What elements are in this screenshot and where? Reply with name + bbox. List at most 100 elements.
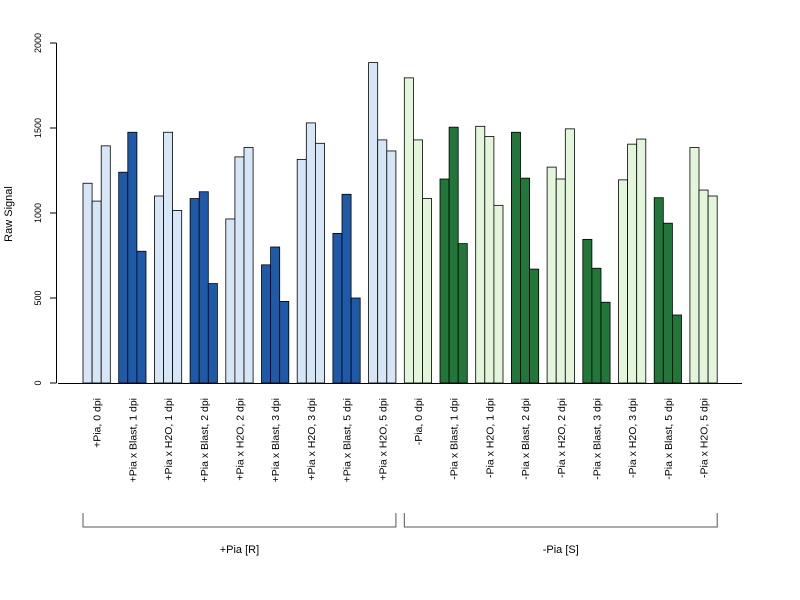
bars <box>82 62 718 384</box>
category-bars <box>582 238 611 384</box>
bar <box>520 177 531 384</box>
bar <box>636 138 647 384</box>
category-label: +Pia x Blast, 3 dpi <box>270 398 282 482</box>
category-label: -Pia x H2O, 3 dpi <box>627 398 639 478</box>
category-label: -Pia x H2O, 1 dpi <box>484 398 496 478</box>
bar <box>672 314 682 384</box>
category-label: +Pia x Blast, 5 dpi <box>342 398 354 482</box>
bar <box>189 198 200 384</box>
category-bars <box>225 147 254 384</box>
bar <box>493 204 504 384</box>
bar <box>172 210 183 384</box>
category-bars <box>332 193 361 384</box>
bar <box>618 179 629 384</box>
category-bars <box>653 197 682 384</box>
group-bracket <box>403 513 718 528</box>
bar <box>422 198 433 384</box>
bar <box>118 171 129 384</box>
y-tick-label: 1000 <box>33 203 43 223</box>
bar <box>163 131 174 384</box>
bar <box>91 200 102 384</box>
bar <box>627 143 638 384</box>
bar <box>136 250 147 384</box>
bar <box>591 267 602 384</box>
bar <box>153 195 164 384</box>
category-bars <box>368 62 397 384</box>
bar <box>555 178 566 384</box>
bar <box>564 128 575 384</box>
category-label: +Pia x H2O, 3 dpi <box>306 398 318 481</box>
category-label: +Pia x H2O, 2 dpi <box>234 398 246 481</box>
bar <box>582 238 593 384</box>
category-bars <box>261 246 290 384</box>
bar <box>386 150 397 384</box>
category-label: -Pia x Blast, 3 dpi <box>591 398 603 480</box>
bar <box>261 264 272 384</box>
bar <box>198 191 209 384</box>
category-bars <box>296 122 325 384</box>
y-tick-label: 0 <box>33 380 43 385</box>
bar <box>448 126 459 384</box>
category-bars <box>403 77 433 384</box>
category-bars <box>82 145 111 384</box>
group-brackets: +Pia [R] -Pia [S] <box>82 513 718 556</box>
category-bars <box>618 138 647 384</box>
bar <box>653 197 664 384</box>
bar <box>484 136 495 384</box>
category-label: -Pia x Blast, 2 dpi <box>520 398 532 480</box>
category-bars <box>689 147 718 384</box>
category-label: -Pia x H2O, 2 dpi <box>556 398 568 478</box>
category-bars <box>546 128 575 384</box>
y-tick-label: 1500 <box>33 118 43 138</box>
bar <box>207 283 218 384</box>
bar <box>243 147 254 384</box>
bar <box>403 77 414 384</box>
bar <box>225 218 236 384</box>
category-bars <box>153 131 183 384</box>
category-bars <box>510 131 540 384</box>
bar <box>412 139 423 384</box>
bar <box>457 243 468 384</box>
bar <box>279 300 290 384</box>
bar <box>100 145 111 384</box>
bar <box>529 268 540 384</box>
category-labels: +Pia, 0 dpi +Pia x Blast, 1 dpi +Pia x H2O… <box>92 398 711 482</box>
bar <box>600 301 611 384</box>
bar <box>510 131 521 384</box>
bar <box>332 232 343 384</box>
bar <box>234 156 245 384</box>
category-label: +Pia x Blast, 2 dpi <box>199 398 211 482</box>
category-bars <box>118 131 147 384</box>
bar <box>350 297 361 384</box>
group-label: +Pia [R] <box>220 544 259 556</box>
bar <box>662 222 673 384</box>
bar <box>127 131 138 384</box>
bar <box>305 122 316 384</box>
category-label: -Pia x Blast, 5 dpi <box>663 398 675 480</box>
bar <box>368 62 379 384</box>
category-bars <box>475 125 504 384</box>
bar <box>82 182 93 384</box>
category-label: +Pia x Blast, 1 dpi <box>127 398 139 482</box>
bar <box>707 195 718 384</box>
category-bars <box>189 191 218 384</box>
category-label: +Pia x H2O, 5 dpi <box>377 398 389 481</box>
category-label: -Pia x Blast, 1 dpi <box>449 398 461 480</box>
bar <box>296 159 307 384</box>
bar <box>546 166 557 384</box>
y-axis-label: Raw Signal <box>3 186 15 242</box>
y-tick-label: 2000 <box>33 33 43 53</box>
bar <box>689 147 700 384</box>
bar <box>439 178 450 384</box>
bar <box>377 139 388 384</box>
category-label: +Pia, 0 dpi <box>92 398 104 448</box>
category-label: +Pia x H2O, 1 dpi <box>163 398 175 481</box>
y-tick-label: 500 <box>33 290 43 305</box>
y-axis: 0 500 1000 1500 2000 <box>33 33 57 386</box>
bar <box>341 193 352 384</box>
category-label: -Pia, 0 dpi <box>413 398 425 445</box>
category-label: -Pia x H2O, 5 dpi <box>699 398 711 478</box>
bar <box>698 189 709 384</box>
group-bracket <box>82 513 397 528</box>
